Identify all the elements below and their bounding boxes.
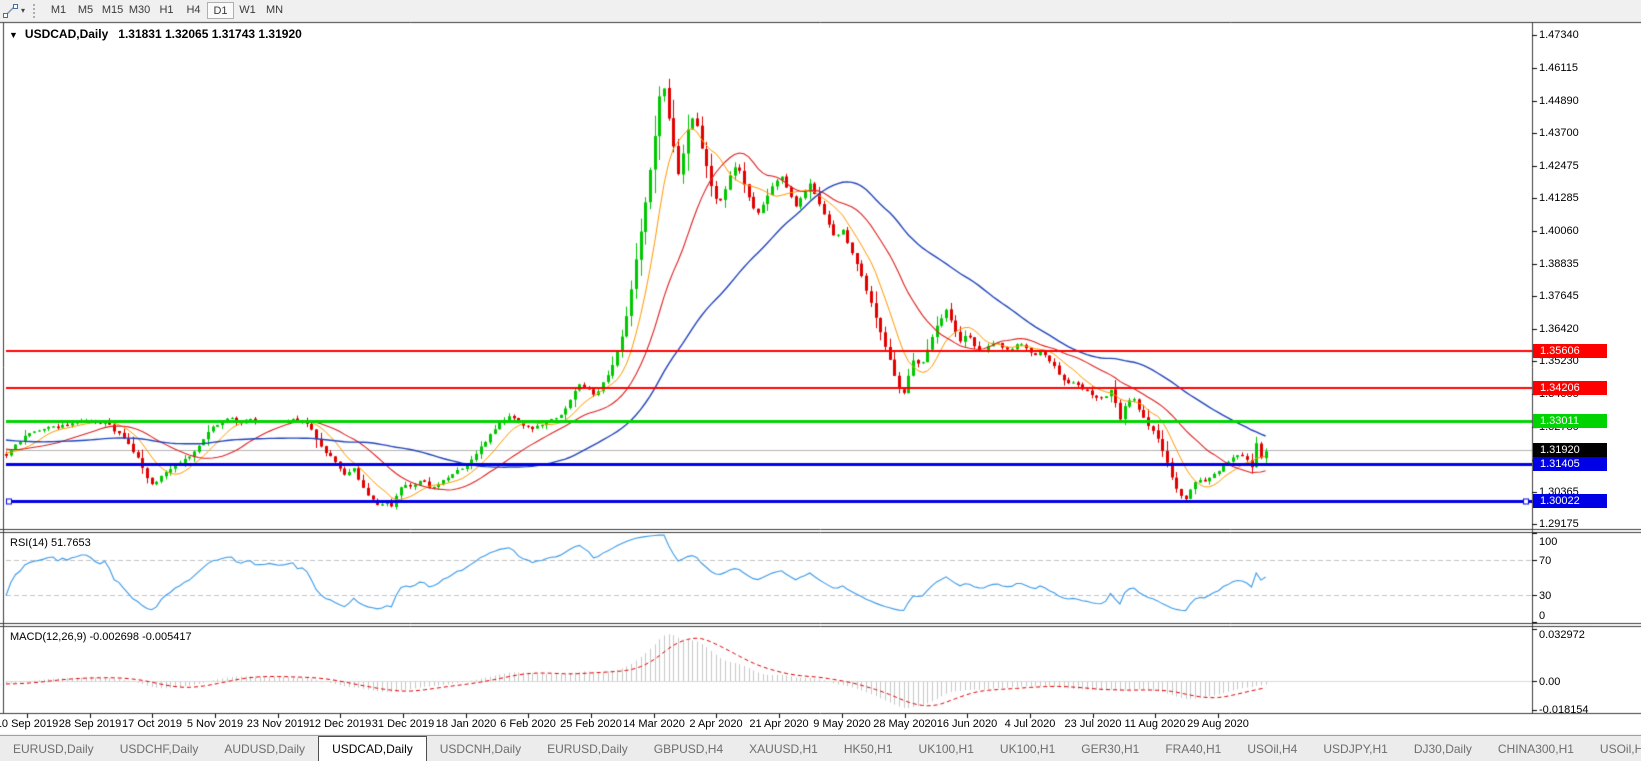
timeframe-button-w1[interactable]: W1 xyxy=(239,4,256,16)
timeframe-button-m30[interactable]: M30 xyxy=(128,4,151,16)
tab-xauusd-h1[interactable]: XAUUSD,H1 xyxy=(749,741,818,756)
tab-eurusd-daily[interactable]: EURUSD,Daily xyxy=(547,741,628,756)
tab-dj30-daily[interactable]: DJ30,Daily xyxy=(1413,741,1472,756)
dropdown-arrow-icon[interactable]: ▾ xyxy=(21,6,26,15)
timeframe-button-m1[interactable]: M1 xyxy=(50,4,67,16)
toolbar-grip[interactable] xyxy=(33,3,38,18)
tab-fra40-h1[interactable]: FRA40,H1 xyxy=(1165,741,1222,756)
line-study-icon[interactable] xyxy=(3,3,19,18)
tab-eurusd-daily[interactable]: EURUSD,Daily xyxy=(13,741,94,756)
ohlc-values: 1.31831 1.32065 1.31743 1.31920 xyxy=(118,27,302,41)
timeframe-button-m5[interactable]: M5 xyxy=(77,4,94,16)
chart-tab-bar: EURUSD,Daily USDCHF,Daily AUDUSD,Daily USDC… xyxy=(0,735,1641,761)
tab-usdchf-daily[interactable]: USDCHF,Daily xyxy=(119,741,199,756)
tab-audusd-daily[interactable]: AUDUSD,Daily xyxy=(224,741,306,756)
tab-china300-h1[interactable]: CHINA300,H1 xyxy=(1497,741,1574,756)
timeframe-button-mn[interactable]: MN xyxy=(265,4,284,16)
tab-hk50-h1[interactable]: HK50,H1 xyxy=(843,741,893,756)
timeframe-button-d1[interactable]: D1 xyxy=(207,2,235,19)
macd-indicator-label: MACD(12,26,9) -0.002698 -0.005417 xyxy=(10,631,192,643)
timeframe-button-h4[interactable]: H4 xyxy=(186,4,201,16)
tab-usoil-h4[interactable]: USOil,H4 xyxy=(1247,741,1298,756)
timeframe-buttons: M1 M5 M15 M30 H1 H4 D1 W1 MN xyxy=(45,2,288,19)
tab-usdcnh-daily[interactable]: USDCNH,Daily xyxy=(439,741,522,756)
timeframe-button-h1[interactable]: H1 xyxy=(159,4,174,16)
rsi-indicator-label: RSI(14) 51.7653 xyxy=(10,537,91,549)
toolbar: ▾ M1 M5 M15 M30 H1 H4 D1 W1 MN xyxy=(0,0,1641,21)
chart-title: ▼ USDCAD,Daily 1.31831 1.32065 1.31743 1.3… xyxy=(9,27,302,41)
tab-uk100-h1[interactable]: UK100,H1 xyxy=(999,741,1056,756)
timeframe-button-m15[interactable]: M15 xyxy=(101,4,124,16)
tab-usdcad-daily[interactable]: USDCAD,Daily xyxy=(318,736,427,761)
tab-uk100-h1[interactable]: UK100,H1 xyxy=(918,741,974,756)
tab-usdjpy-h1[interactable]: USDJPY,H1 xyxy=(1323,741,1388,756)
tab-gbpusd-h4[interactable]: GBPUSD,H4 xyxy=(653,741,724,756)
tab-ger30-h1[interactable]: GER30,H1 xyxy=(1081,741,1140,756)
window-menu-icon[interactable]: ▼ xyxy=(9,30,18,40)
tab-usoil-h1[interactable]: USOil,H1 xyxy=(1599,741,1641,756)
symbol-period-label: USDCAD,Daily xyxy=(24,27,109,41)
